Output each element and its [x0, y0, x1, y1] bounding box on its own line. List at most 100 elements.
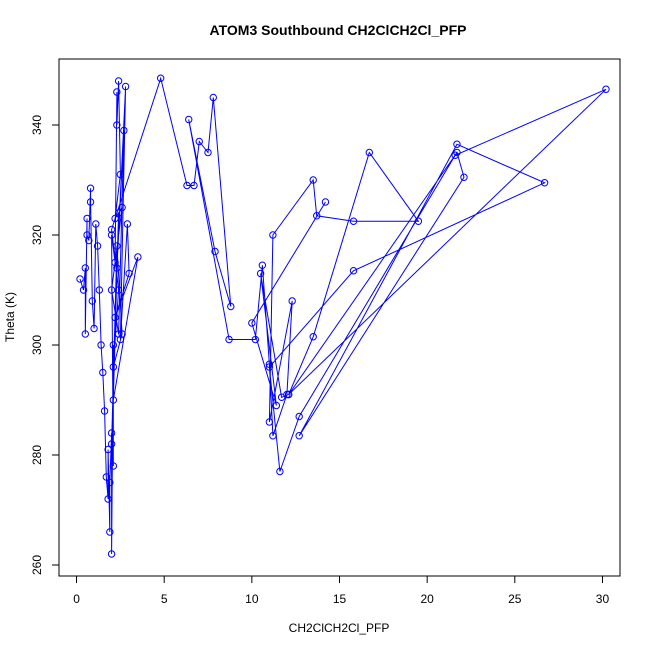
data-point [209, 93, 217, 102]
x-tick-label: 15 [333, 592, 347, 606]
data-point [113, 88, 121, 96]
x-tick-label: 5 [161, 592, 168, 606]
data-point [107, 286, 116, 294]
data-point [269, 432, 277, 440]
data-point [602, 85, 610, 93]
data-point [109, 396, 118, 404]
data-point [256, 269, 265, 278]
data-point [211, 247, 219, 256]
chart-title: ATOM3 Southbound CH2ClCH2Cl_PFP [210, 22, 467, 38]
data-point [156, 74, 165, 82]
data-point [116, 170, 125, 179]
data-point [109, 341, 118, 349]
data-point [451, 151, 459, 159]
data-point [225, 335, 233, 344]
data-point [134, 253, 142, 261]
data-point [248, 319, 256, 327]
data-point [107, 225, 116, 234]
data-point [349, 217, 358, 225]
data-point [118, 330, 126, 338]
data-point [265, 363, 274, 371]
x-axis-label: CH2ClCH2Cl_PFP [289, 621, 390, 635]
data-point [121, 82, 130, 91]
data-point [349, 267, 358, 275]
data-point [76, 275, 84, 283]
y-tick-label: 300 [30, 335, 44, 355]
data-point [102, 473, 111, 481]
y-axis: 260 280 300 320 340 [30, 115, 60, 575]
data-point [88, 297, 97, 305]
data-point [113, 242, 121, 250]
data-point [113, 121, 121, 129]
x-tick-label: 30 [596, 592, 610, 606]
data-point [109, 363, 118, 371]
data-point [81, 330, 89, 338]
data-point [288, 297, 296, 305]
x-tick-label: 25 [508, 592, 522, 606]
data-point [313, 212, 321, 220]
series-points [76, 74, 610, 558]
x-tick-label: 20 [420, 592, 434, 606]
y-tick-label: 320 [30, 225, 44, 245]
data-point [83, 214, 91, 223]
data-point [104, 445, 112, 454]
data-point [123, 220, 132, 228]
data-point [265, 418, 274, 426]
data-point [309, 176, 317, 184]
y-tick-label: 340 [30, 115, 44, 135]
data-point [295, 432, 303, 440]
data-point [107, 231, 116, 239]
data-point [92, 220, 100, 228]
data-point [284, 390, 293, 399]
y-tick-label: 260 [30, 555, 44, 575]
data-point [265, 360, 274, 368]
data-point [111, 214, 119, 223]
data-point [85, 236, 93, 245]
data-point [114, 77, 123, 85]
data-point [277, 393, 286, 401]
data-point [295, 412, 303, 421]
data-point [460, 173, 468, 181]
data-point [183, 181, 191, 190]
x-axis: 0 5 10 15 20 25 30 [73, 575, 610, 606]
data-point [251, 335, 260, 344]
data-point [114, 286, 123, 294]
x-tick-label: 10 [245, 592, 259, 606]
data-point [118, 203, 126, 212]
data-point [114, 209, 123, 217]
data-point [195, 137, 203, 146]
data-point [204, 148, 212, 157]
data-point [86, 184, 95, 192]
data-point [104, 495, 112, 503]
data-point [227, 302, 235, 311]
plot-frame [58, 58, 621, 577]
y-tick-label: 280 [30, 445, 44, 465]
data-point [79, 286, 88, 294]
series-polyline [79, 76, 607, 555]
data-point [106, 478, 114, 487]
data-point [106, 528, 114, 536]
data-point [309, 333, 317, 341]
data-point [93, 242, 102, 250]
data-point [107, 550, 116, 558]
y-axis-label: Theta (K) [3, 292, 17, 342]
data-point [107, 429, 116, 437]
data-point [414, 217, 423, 225]
data-point [276, 467, 284, 476]
data-point [125, 269, 133, 278]
data-point [190, 181, 198, 190]
data-point [81, 264, 89, 272]
data-point [321, 198, 330, 206]
data-point [107, 440, 116, 448]
x-tick-label: 0 [73, 592, 80, 606]
data-point [269, 231, 277, 239]
data-point [453, 140, 461, 148]
data-point [272, 401, 281, 410]
data-point [185, 115, 193, 124]
data-point [109, 462, 118, 470]
data-point [86, 198, 95, 206]
data-point [111, 313, 119, 322]
data-point [113, 264, 121, 272]
data-point [365, 148, 374, 157]
